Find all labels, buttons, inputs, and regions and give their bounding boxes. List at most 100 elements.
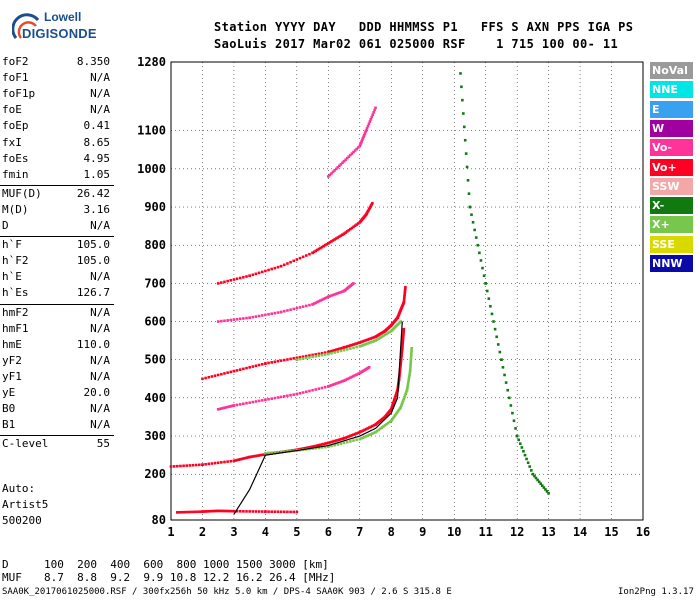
y-tick-label: 80	[152, 513, 166, 527]
echo-point	[273, 396, 277, 400]
echo-point	[358, 341, 362, 344]
param-value: 105.0	[76, 254, 110, 268]
echo-point	[334, 348, 338, 352]
echo-point	[232, 369, 236, 373]
param-name: foF2	[2, 55, 29, 68]
echo-point	[360, 340, 363, 344]
echo-point	[314, 388, 318, 391]
echo-point	[223, 509, 226, 513]
echo-point	[282, 358, 286, 362]
echo-point	[245, 401, 248, 405]
param-row: M(D) 3.16	[2, 203, 110, 219]
echo-point	[401, 337, 405, 341]
echo-point	[349, 440, 352, 443]
echo-point	[316, 300, 319, 304]
echo-point	[295, 258, 299, 261]
echo-point	[405, 388, 409, 392]
echo-point	[344, 345, 347, 349]
echo-point	[298, 357, 302, 361]
param-value: 105.0	[76, 238, 110, 252]
echo-point	[407, 377, 411, 381]
echo-point	[507, 396, 511, 400]
echo-point	[490, 312, 494, 316]
echo-point	[216, 461, 220, 465]
param-row: hmE 110.0	[2, 338, 110, 354]
echo-point	[518, 442, 522, 445]
echo-point	[389, 419, 393, 423]
echo-point	[317, 387, 321, 391]
echo-point	[251, 400, 255, 404]
echo-point	[464, 152, 468, 155]
echo-point	[388, 330, 391, 334]
echo-point	[254, 272, 258, 276]
echo-point	[328, 173, 332, 177]
echo-point	[191, 463, 195, 467]
echo-point	[356, 146, 360, 149]
param-name: hmF1	[2, 321, 29, 335]
echo-point	[338, 347, 341, 351]
profile-trace	[233, 321, 403, 515]
echo-point	[372, 431, 376, 435]
scaling-mode: Auto:	[2, 482, 36, 495]
echo-point	[333, 443, 336, 447]
echo-point	[216, 282, 220, 285]
echo-point	[282, 450, 286, 453]
echo-point	[201, 510, 204, 513]
echo-point	[537, 480, 541, 484]
echo-point	[220, 281, 223, 284]
echo-point	[273, 311, 277, 315]
param-row: yF1 N/A	[2, 370, 110, 386]
echo-point	[242, 402, 245, 406]
echo-point	[334, 237, 338, 240]
echo-point	[188, 510, 192, 514]
echo-point	[363, 428, 366, 432]
echo-point	[338, 235, 341, 238]
echo-point	[350, 152, 354, 155]
echo-point	[284, 450, 288, 453]
echo-point	[398, 366, 402, 370]
echo-point	[367, 122, 371, 126]
echo-point	[349, 227, 352, 231]
y-tick-label: 800	[144, 238, 166, 252]
param-value: N/A	[90, 270, 110, 284]
echo-point	[403, 287, 407, 291]
param-row: hmF2 N/A	[2, 306, 110, 322]
header-columns: Station YYYY DAY DDD HHMMSS P1 FFS S AXN…	[214, 20, 634, 34]
echo-point	[338, 291, 341, 295]
echo-point	[509, 404, 513, 407]
echo-point	[215, 509, 218, 513]
param-row: h`F 105.0	[2, 238, 110, 254]
echo-point	[317, 354, 321, 357]
muf-values: 8.7 8.8 9.2 9.9 10.8 12.2 16.2 26.4 [MHz…	[44, 571, 336, 584]
echo-point	[361, 343, 365, 347]
echo-point	[224, 406, 228, 409]
echo-point	[308, 354, 311, 357]
echo-point	[276, 396, 280, 399]
echo-point	[327, 295, 330, 299]
echo-point	[394, 412, 398, 416]
echo-point	[298, 256, 302, 260]
echo-point	[333, 238, 336, 241]
legend-item-x-: X+	[650, 216, 693, 234]
echo-point	[336, 381, 340, 385]
echo-point	[312, 250, 316, 254]
echo-point	[403, 291, 407, 295]
param-row: B1 N/A	[2, 418, 110, 434]
param-name: B1	[2, 418, 16, 432]
echo-point	[260, 510, 264, 513]
echo-point	[279, 310, 283, 314]
echo-point	[347, 377, 351, 380]
echo-point	[358, 345, 362, 348]
echo-point	[531, 472, 535, 476]
echo-point	[305, 390, 308, 394]
echo-point	[403, 290, 407, 294]
echo-point	[223, 319, 226, 323]
echo-point	[353, 342, 357, 346]
echo-point	[264, 269, 267, 273]
echo-point	[229, 279, 233, 282]
echo-point	[409, 360, 413, 364]
echo-point	[210, 509, 214, 513]
echo-point	[356, 431, 360, 435]
echo-point	[248, 316, 251, 320]
echo-point	[235, 369, 239, 372]
